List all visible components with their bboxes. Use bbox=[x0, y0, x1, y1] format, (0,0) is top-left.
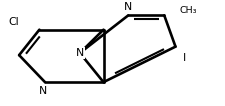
Text: Cl: Cl bbox=[8, 17, 19, 27]
Text: N: N bbox=[39, 86, 47, 96]
Text: CH₃: CH₃ bbox=[179, 6, 197, 15]
Text: N: N bbox=[76, 48, 84, 58]
Text: N: N bbox=[124, 2, 132, 12]
Text: I: I bbox=[183, 53, 186, 63]
